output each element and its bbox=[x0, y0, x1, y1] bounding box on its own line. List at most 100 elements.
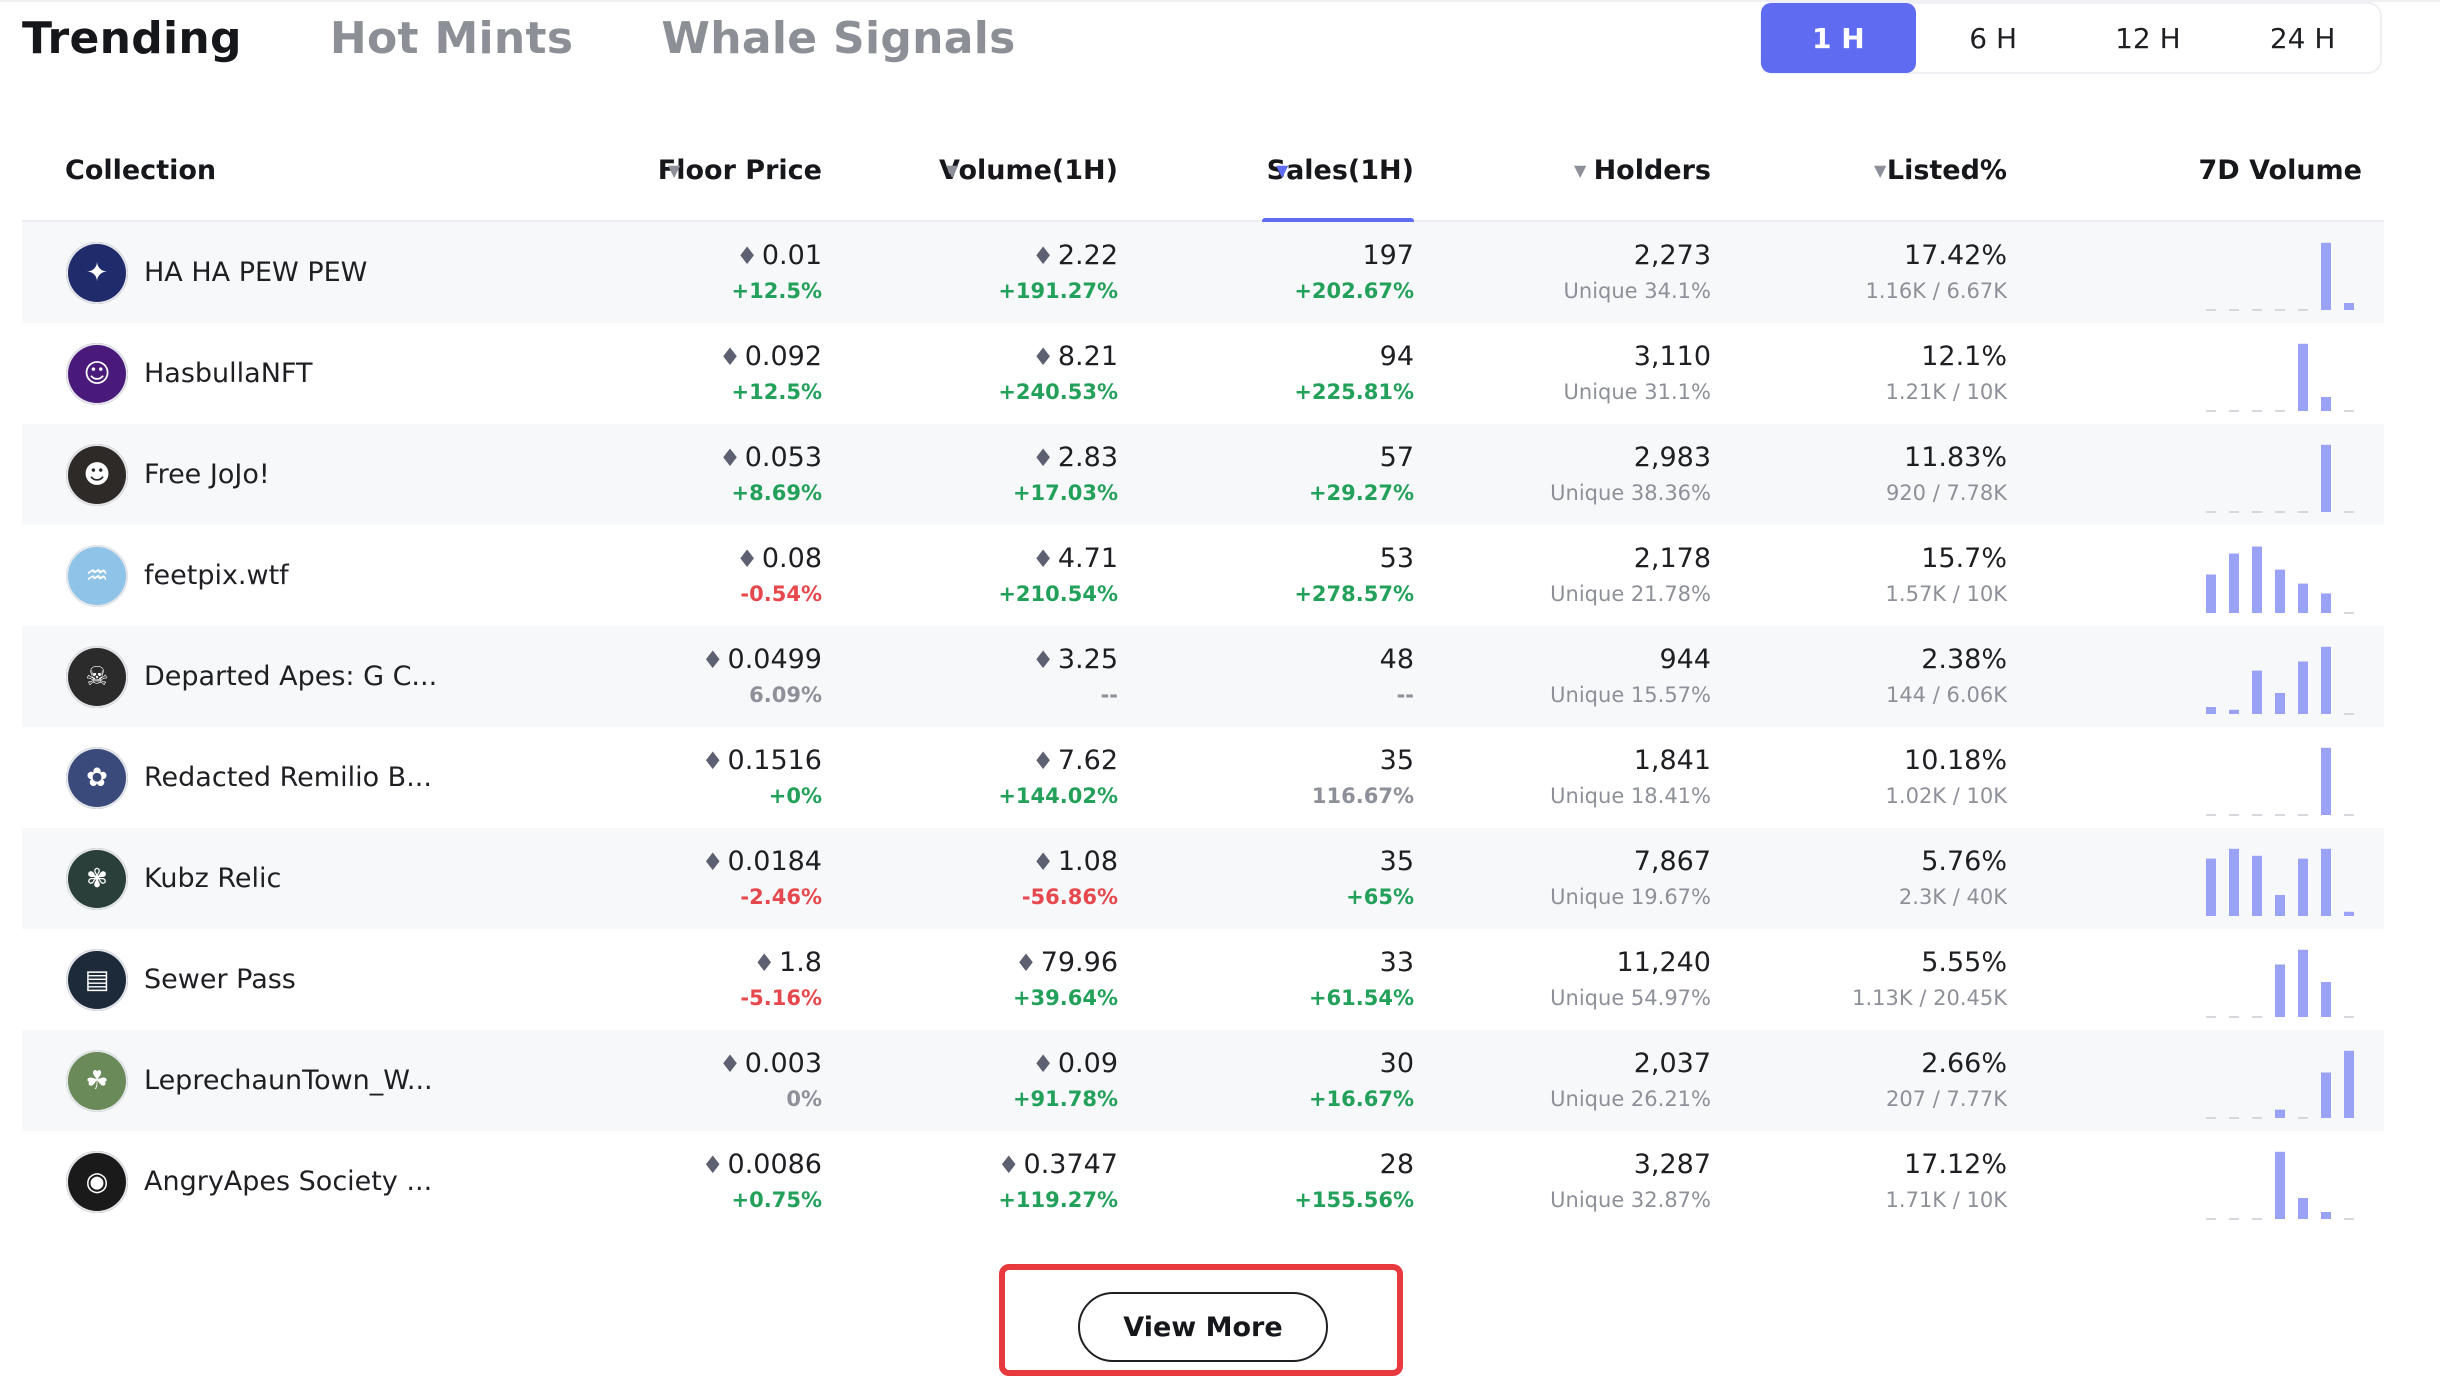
collection-avatar: ✿ bbox=[66, 746, 128, 809]
spark-bar bbox=[2321, 982, 2331, 1017]
col-header-volume[interactable]: ▼ Volume(1H) bbox=[939, 154, 1118, 186]
listed-ratio: 1.57K / 10K bbox=[1885, 581, 2007, 606]
collection-cell: ☘ LeprechaunTown_W... bbox=[66, 1030, 666, 1131]
collection-name[interactable]: LeprechaunTown_W... bbox=[144, 1065, 433, 1096]
holders-unique: Unique 32.87% bbox=[1550, 1187, 1711, 1212]
listed-percent: 5.76% bbox=[1921, 845, 2007, 877]
spark-baseline bbox=[2298, 814, 2308, 816]
tab-hot-mints[interactable]: Hot Mints bbox=[329, 12, 574, 64]
spark-baseline bbox=[2252, 309, 2262, 311]
spark-baseline bbox=[2344, 1218, 2354, 1220]
floor-price-change: -2.46% bbox=[740, 884, 822, 909]
spark-bar bbox=[2344, 911, 2354, 916]
table-row[interactable]: ☠ Departed Apes: G C... ♦ 0.0499 6.09% ♦ 3… bbox=[22, 626, 2384, 727]
floor-price-cell: ♦ 0.053 +8.69% bbox=[622, 424, 822, 525]
time-12h-button[interactable]: 12 H bbox=[2115, 21, 2181, 55]
volume-cell: ♦ 0.3747 +119.27% bbox=[822, 1131, 1118, 1232]
spark-baseline bbox=[2252, 410, 2262, 412]
spark-bar bbox=[2252, 546, 2262, 613]
listed-percent: 2.38% bbox=[1921, 643, 2007, 675]
holders-unique: Unique 31.1% bbox=[1563, 379, 1711, 404]
volume-change: +39.64% bbox=[1012, 985, 1118, 1010]
collection-name[interactable]: Redacted Remilio B... bbox=[144, 762, 432, 793]
collection-name[interactable]: HasbullaNFT bbox=[144, 358, 313, 389]
spark-baseline bbox=[2206, 1016, 2216, 1018]
seven-day-volume-sparkline bbox=[2206, 848, 2354, 916]
listed-ratio: 207 / 7.77K bbox=[1885, 1086, 2007, 1111]
volume-cell: ♦ 2.83 +17.03% bbox=[822, 424, 1118, 525]
sales-cell: 35 +65% bbox=[1118, 828, 1414, 929]
table-row[interactable]: ▤ Sewer Pass ♦ 1.8 -5.16% ♦ 79.96 +39.64% … bbox=[22, 929, 2384, 1030]
spark-bar bbox=[2321, 593, 2331, 613]
collection-name[interactable]: HA HA PEW PEW bbox=[144, 257, 368, 288]
collection-name[interactable]: feetpix.wtf bbox=[144, 560, 289, 591]
eth-icon: ♦ bbox=[702, 847, 724, 876]
time-1h-button[interactable]: 1 H bbox=[1761, 3, 1916, 73]
spark-bar bbox=[2275, 964, 2285, 1017]
eth-icon: ♦ bbox=[1032, 746, 1054, 775]
spark-baseline bbox=[2206, 309, 2216, 311]
collection-name[interactable]: Free JoJo! bbox=[144, 459, 270, 490]
collection-name[interactable]: Kubz Relic bbox=[144, 863, 282, 894]
floor-price-change: -5.16% bbox=[740, 985, 822, 1010]
listed-cell: 11.83% 920 / 7.78K bbox=[1711, 424, 2007, 525]
tab-whale-signals[interactable]: Whale Signals bbox=[661, 12, 1016, 64]
sales-value: 57 bbox=[1379, 441, 1414, 473]
volume-cell: ♦ 4.71 +210.54% bbox=[822, 525, 1118, 626]
volume-value: 2.22 bbox=[1057, 239, 1118, 271]
sales-cell: 35 116.67% bbox=[1118, 727, 1414, 828]
col-header-holders[interactable]: ▼ Holders bbox=[1574, 154, 1711, 186]
col-header-floor-price[interactable]: ▼ Floor Price bbox=[657, 154, 822, 186]
seven-day-volume-sparkline bbox=[2206, 646, 2354, 715]
holders-value: 2,273 bbox=[1633, 239, 1711, 271]
tab-trending[interactable]: Trending bbox=[22, 12, 242, 64]
collection-name[interactable]: Departed Apes: G C... bbox=[144, 661, 438, 692]
collection-avatar: ☺ bbox=[66, 342, 128, 405]
sales-cell: 53 +278.57% bbox=[1118, 525, 1414, 626]
table-row[interactable]: ♒ feetpix.wtf ♦ 0.08 -0.54% ♦ 4.71 +210.54… bbox=[22, 525, 2384, 626]
listed-percent: 12.1% bbox=[1921, 340, 2007, 372]
table-row[interactable]: ✾ Kubz Relic ♦ 0.0184 -2.46% ♦ 1.08 -56.86… bbox=[22, 828, 2384, 929]
avatar-glyph-icon: ☠ bbox=[85, 661, 109, 692]
collection-avatar: ☘ bbox=[66, 1049, 128, 1112]
spark-baseline bbox=[2252, 1218, 2262, 1220]
table-row[interactable]: ☻ Free JoJo! ♦ 0.053 +8.69% ♦ 2.83 +17.03%… bbox=[22, 424, 2384, 525]
spark-baseline bbox=[2275, 511, 2285, 513]
eth-icon: ♦ bbox=[736, 544, 758, 573]
table-row[interactable]: ✿ Redacted Remilio B... ♦ 0.1516 +0% ♦ 7.6… bbox=[22, 727, 2384, 828]
collection-name[interactable]: Sewer Pass bbox=[144, 964, 296, 995]
table-row[interactable]: ✦ HA HA PEW PEW ♦ 0.01 +12.5% ♦ 2.22 +191.… bbox=[22, 222, 2384, 323]
table-row[interactable]: ☘ LeprechaunTown_W... ♦ 0.003 0% ♦ 0.09 +9… bbox=[22, 1030, 2384, 1131]
time-24h-button[interactable]: 24 H bbox=[2269, 21, 2336, 55]
view-more-button[interactable]: View More bbox=[1078, 1292, 1328, 1362]
seven-day-volume-sparkline bbox=[2206, 546, 2354, 614]
collection-cell: ☺ HasbullaNFT bbox=[66, 323, 666, 424]
spark-baseline bbox=[2252, 1117, 2262, 1119]
table-row[interactable]: ◉ AngryApes Society ... ♦ 0.0086 +0.75% ♦… bbox=[22, 1131, 2384, 1232]
table-row[interactable]: ☺ HasbullaNFT ♦ 0.092 +12.5% ♦ 8.21 +240.5… bbox=[22, 323, 2384, 424]
eth-icon: ♦ bbox=[719, 1049, 741, 1078]
col-header-listed[interactable]: ▼ Listed% bbox=[1874, 154, 2007, 186]
eth-icon: ♦ bbox=[1032, 645, 1054, 674]
holders-cell: 2,983 Unique 38.36% bbox=[1414, 424, 1711, 525]
listed-percent: 2.66% bbox=[1921, 1047, 2007, 1079]
collection-avatar: ✦ bbox=[66, 241, 128, 304]
listed-percent: 10.18% bbox=[1904, 744, 2007, 776]
time-6h-button[interactable]: 6 H bbox=[1969, 21, 2018, 55]
top-rule bbox=[0, 0, 2440, 2]
collection-cell: ◉ AngryApes Society ... bbox=[66, 1131, 666, 1232]
collection-name[interactable]: AngryApes Society ... bbox=[144, 1166, 433, 1197]
sales-value: 28 bbox=[1379, 1148, 1414, 1180]
col-header-sales[interactable]: ▼ Sales(1H) bbox=[1252, 120, 1414, 224]
collection-cell: ♒ feetpix.wtf bbox=[66, 525, 666, 626]
floor-price-cell: ♦ 0.01 +12.5% bbox=[622, 222, 822, 323]
holders-value: 7,867 bbox=[1633, 845, 1711, 877]
avatar-glyph-icon: ☻ bbox=[83, 459, 111, 490]
volume-value: 0.09 bbox=[1057, 1047, 1118, 1079]
listed-ratio: 2.3K / 40K bbox=[1898, 884, 2007, 909]
sort-caret-icon: ▼ bbox=[668, 160, 681, 180]
sales-value: 35 bbox=[1379, 845, 1414, 877]
listed-percent: 11.83% bbox=[1904, 441, 2007, 473]
holders-value: 2,037 bbox=[1633, 1047, 1711, 1079]
holders-unique: Unique 34.1% bbox=[1563, 278, 1711, 303]
